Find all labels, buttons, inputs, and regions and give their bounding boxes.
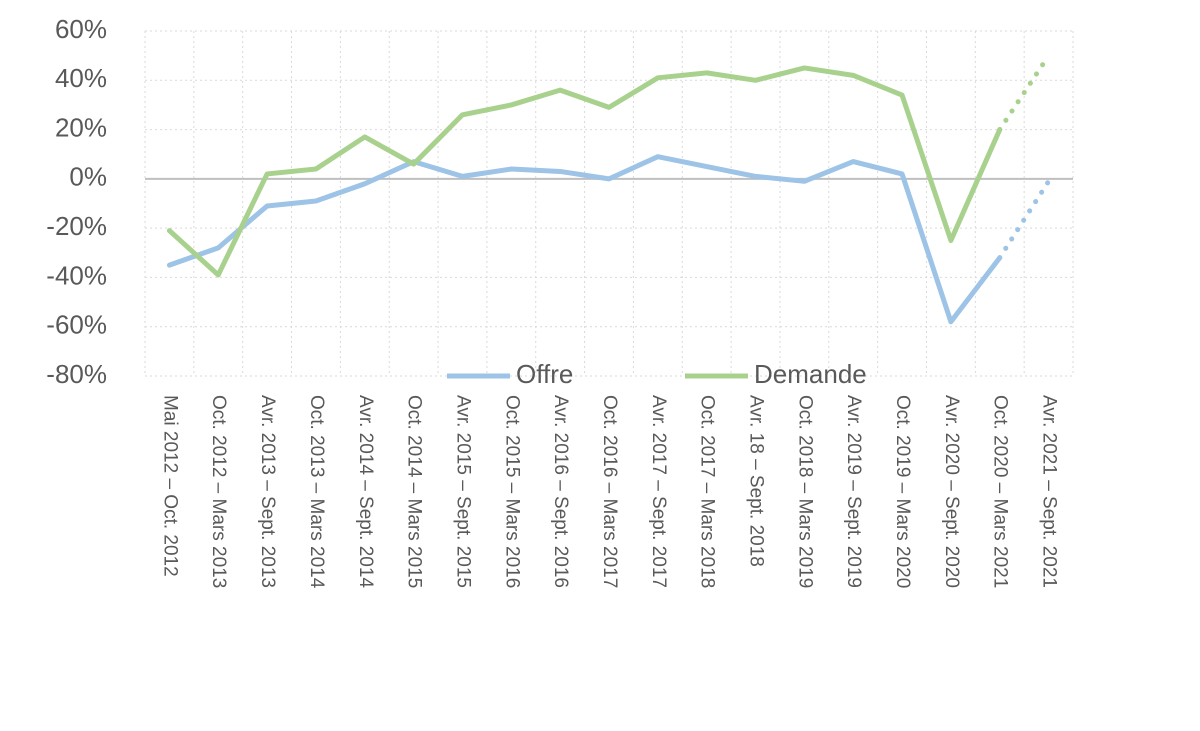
x-tick-label: Avr. 2014 – Sept. 2014 [355,395,376,588]
legend-label: Offre [516,359,573,389]
y-tick-label: -60% [46,310,107,340]
x-tick-label: Avr. 2019 – Sept. 2019 [843,395,864,588]
x-tick-label: Oct. 2014 – Mars 2015 [404,395,425,588]
y-tick-label: -40% [46,260,107,290]
x-tick-label: Avr. 2017 – Sept. 2017 [648,395,669,588]
x-tick-label: Oct. 2019 – Mars 2020 [892,395,913,588]
x-tick-label: Avr. 2016 – Sept. 2016 [550,395,571,588]
legend-label: Demande [754,359,867,389]
x-tick-label: Oct. 2020 – Mars 2021 [990,395,1011,588]
x-tick-label: Oct. 2016 – Mars 2017 [599,395,620,588]
x-tick-label: Mai 2012 – Oct. 2012 [159,395,180,577]
x-tick-label: Avr. 2021 – Sept. 2021 [1039,395,1060,588]
x-tick-label: Oct. 2015 – Mars 2016 [501,395,522,588]
y-tick-label: 0% [69,162,107,192]
series-line [166,154,1003,325]
series-line-dotted [997,178,1052,261]
x-tick-label: Avr. 2015 – Sept. 2015 [452,395,473,588]
x-tick-label: Oct. 2018 – Mars 2019 [794,395,815,588]
y-tick-label: 60% [55,14,107,44]
x-tick-label: Avr. 2013 – Sept. 2013 [257,395,278,588]
x-tick-label: Avr. 18 – Sept. 2018 [746,395,767,567]
x-tick-label: Oct. 2012 – Mars 2013 [208,395,229,588]
y-tick-label: -80% [46,359,107,389]
y-tick-label: 20% [55,112,107,142]
y-tick-label: -20% [46,211,107,241]
y-tick-label: 40% [55,63,107,93]
series-line [166,65,1003,278]
series-line-dotted [997,53,1052,133]
x-tick-label: Avr. 2020 – Sept. 2020 [941,395,962,588]
x-tick-label: Oct. 2013 – Mars 2014 [306,395,327,589]
x-tick-label: Oct. 2017 – Mars 2018 [697,395,718,588]
